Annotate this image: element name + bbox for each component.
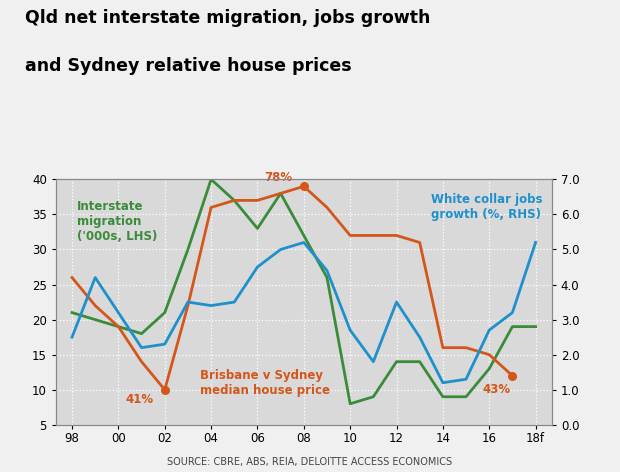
Text: 41%: 41% (125, 393, 153, 406)
Text: SOURCE: CBRE, ABS, REIA, DELOITTE ACCESS ECONOMICS: SOURCE: CBRE, ABS, REIA, DELOITTE ACCESS… (167, 457, 453, 467)
Text: Interstate
migration
('000s, LHS): Interstate migration ('000s, LHS) (77, 201, 157, 244)
Text: 78%: 78% (264, 171, 292, 184)
Text: White collar jobs
growth (%, RHS): White collar jobs growth (%, RHS) (432, 194, 542, 221)
Text: 43%: 43% (482, 383, 510, 396)
Text: and Sydney relative house prices: and Sydney relative house prices (25, 57, 352, 75)
Text: Brisbane v Sydney
median house price: Brisbane v Sydney median house price (200, 369, 329, 396)
Text: Qld net interstate migration, jobs growth: Qld net interstate migration, jobs growt… (25, 9, 430, 27)
